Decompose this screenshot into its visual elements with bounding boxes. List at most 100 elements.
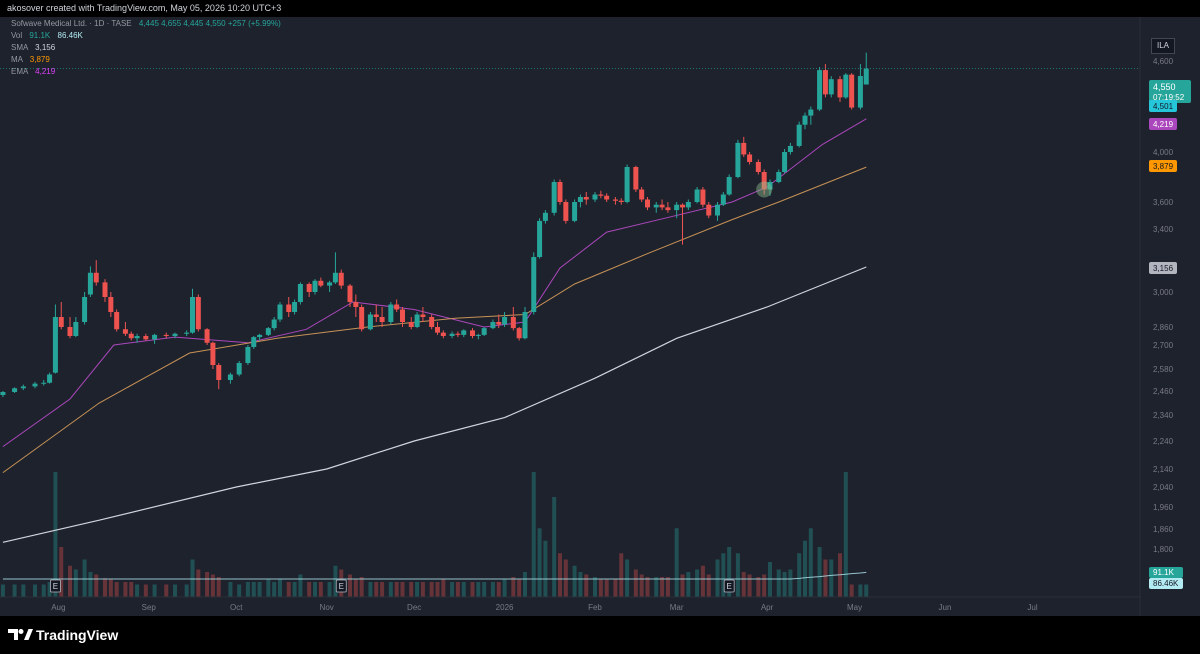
volume-bar (313, 582, 317, 597)
volume-bar (747, 574, 752, 597)
candle-body (204, 329, 210, 343)
volume-bar (776, 569, 781, 597)
time-tick-label: Sep (142, 603, 157, 612)
tradingview-logo-text: TradingView (36, 627, 118, 643)
candle-body (435, 327, 440, 333)
candle-body (41, 382, 47, 384)
earnings-marker-box (723, 579, 735, 593)
candle-body (184, 332, 190, 334)
candle-body (359, 307, 365, 330)
candle-body (347, 285, 353, 302)
volume-bar (348, 574, 352, 597)
candle-body (659, 204, 665, 208)
time-tick-label: May (847, 603, 862, 612)
earnings-marker-label: E (726, 582, 731, 591)
volume-bar (461, 582, 466, 597)
candle-body (510, 317, 516, 329)
chart-area[interactable]: 4,600 4,000 3,600 3,400 3,000 2,860 2,700 2,580… (0, 17, 1200, 616)
candle-body (67, 327, 73, 336)
candle-body (796, 124, 802, 146)
volume-bar (286, 582, 291, 597)
candle-body (572, 202, 578, 221)
volume-bar (660, 577, 665, 597)
candle-body (639, 189, 645, 200)
candle-body (277, 304, 283, 320)
legend-ma-row[interactable]: MA 3,879 (11, 55, 50, 64)
volume-bar (552, 497, 557, 597)
candle-body (297, 283, 303, 302)
volume-bar (184, 584, 189, 597)
legend-sma-row[interactable]: SMA 3,156 (11, 43, 55, 52)
candle-body (12, 388, 18, 392)
ema-tag: 4,219 (1153, 120, 1174, 129)
candle-body (134, 336, 140, 339)
volume-bar (380, 582, 385, 597)
candle-body (618, 200, 624, 202)
branding-bar: TradingView (0, 616, 1200, 654)
candle-body (195, 297, 201, 330)
volume-bar (843, 472, 848, 597)
volume-bar (654, 577, 659, 597)
candle-body (706, 204, 712, 216)
volume-bar (394, 582, 399, 597)
candle-body (822, 70, 828, 95)
time-axis[interactable]: Aug Sep Oct Nov Dec 2026 Feb Mar Apr May Jun Jul (51, 603, 1038, 612)
price-tick-label: 3,600 (1153, 198, 1174, 207)
volume-bar (21, 584, 26, 597)
candle-body (685, 202, 691, 208)
candle-body (624, 167, 630, 202)
candle-body (440, 332, 446, 336)
volume-average-line (2, 571, 867, 580)
volume-bar (578, 572, 583, 597)
volume-bar (129, 582, 134, 597)
candle-body (577, 197, 583, 202)
volume-bar (531, 472, 536, 597)
line-sma (2, 266, 867, 543)
candle-body (257, 334, 263, 338)
candle-body (470, 330, 475, 336)
volume-bar (47, 582, 52, 597)
candle-body (612, 199, 618, 201)
candle-body (318, 280, 324, 286)
candle-body (715, 204, 720, 216)
legend-ema-row[interactable]: EMA 4,219 (11, 67, 55, 76)
volume-bar (82, 559, 87, 597)
currency-button[interactable]: ILA (1151, 38, 1175, 54)
candle-body (782, 152, 788, 172)
candle-body (726, 177, 732, 195)
candle-body (674, 204, 680, 211)
candle-body (429, 317, 435, 327)
candle-body (735, 142, 741, 177)
volume-bar (266, 579, 271, 597)
candle-body (592, 194, 598, 200)
tradingview-logo[interactable]: TradingView (0, 616, 160, 654)
sma-tag: 3,156 (1153, 264, 1174, 273)
price-axis[interactable]: 4,600 4,000 3,600 3,400 3,000 2,860 2,700 2,580… (1153, 57, 1174, 554)
legend-vol-row[interactable]: Vol 91.1K 86.46K (11, 31, 83, 40)
candle-body (522, 312, 528, 339)
candle-body (755, 162, 761, 172)
volume-bar (584, 574, 589, 597)
candle-body (828, 79, 834, 95)
candle-body (741, 142, 747, 155)
volume-bar (762, 574, 767, 597)
candle-body (286, 304, 292, 312)
volume-bar (216, 577, 221, 597)
volume-bar (803, 540, 807, 597)
volume-bar (73, 569, 78, 597)
volume-bar (741, 572, 746, 597)
price-chart[interactable]: 4,600 4,000 3,600 3,400 3,000 2,860 2,700 2,580… (0, 17, 1200, 616)
candles (0, 52, 869, 397)
volume-bar (665, 577, 670, 597)
prev-close-tag-bg (1149, 100, 1177, 112)
time-tick-label: Jun (939, 603, 952, 612)
volume-bar (849, 584, 854, 597)
candle-body (490, 322, 496, 329)
volume-bar (823, 559, 828, 597)
candle-body (481, 328, 487, 335)
candle-body (227, 374, 233, 380)
candle-body (108, 297, 114, 312)
candle-body (394, 304, 400, 310)
price-tick-label: 4,000 (1153, 148, 1174, 157)
tradingview-logo-icon (8, 629, 33, 640)
